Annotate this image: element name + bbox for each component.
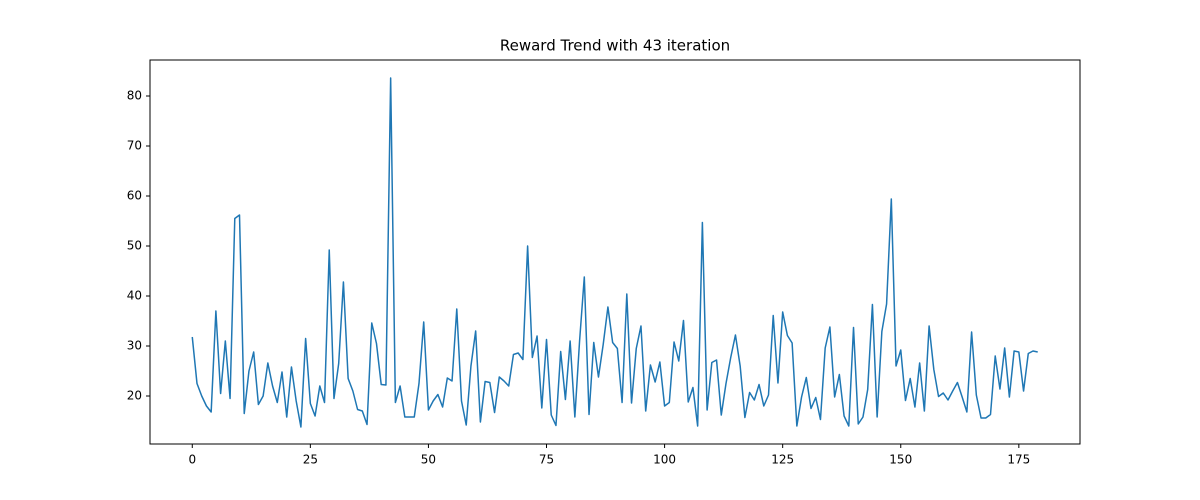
- x-tick-label: 0: [188, 453, 196, 467]
- y-tick-label: 40: [127, 289, 142, 303]
- y-tick-label: 30: [127, 339, 142, 353]
- line: [191, 77, 1038, 428]
- y-tick-label: 60: [127, 189, 142, 203]
- x-tick-label: 150: [889, 453, 912, 467]
- x-tick-label: 25: [303, 453, 318, 467]
- x-tick-label: 175: [1007, 453, 1030, 467]
- x-tick-label: 100: [653, 453, 676, 467]
- x-tick-label: 75: [539, 453, 554, 467]
- chart-title: Reward Trend with 43 iteration: [500, 37, 730, 55]
- y-tick-label: 80: [127, 89, 142, 103]
- x-tick-label: 125: [771, 453, 794, 467]
- y-tick-label: 50: [127, 239, 142, 253]
- y-tick-label: 20: [127, 389, 142, 403]
- plot-frame: [149, 59, 1081, 445]
- y-tick-label: 70: [127, 139, 142, 153]
- x-tick-label: 50: [421, 453, 436, 467]
